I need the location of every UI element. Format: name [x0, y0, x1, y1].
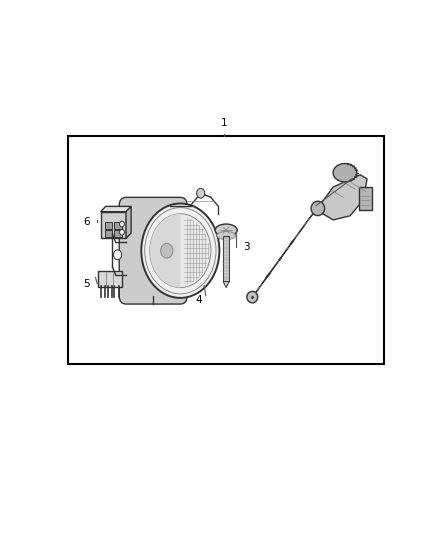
Circle shape [141, 204, 219, 298]
Text: 5: 5 [84, 279, 90, 288]
Polygon shape [250, 209, 316, 300]
Polygon shape [126, 206, 131, 238]
Text: 4: 4 [196, 295, 202, 305]
Circle shape [113, 250, 122, 260]
FancyBboxPatch shape [114, 222, 122, 229]
FancyBboxPatch shape [105, 230, 112, 237]
Polygon shape [223, 281, 229, 288]
Circle shape [120, 221, 124, 227]
Polygon shape [318, 175, 367, 220]
Circle shape [145, 207, 216, 294]
Polygon shape [101, 206, 131, 212]
FancyBboxPatch shape [114, 230, 122, 237]
Ellipse shape [311, 201, 325, 216]
Text: 6: 6 [84, 217, 90, 227]
FancyBboxPatch shape [105, 222, 112, 229]
Ellipse shape [217, 231, 236, 240]
Text: 3: 3 [243, 241, 250, 252]
Text: 1: 1 [221, 118, 228, 128]
FancyBboxPatch shape [119, 197, 187, 304]
FancyBboxPatch shape [359, 187, 372, 209]
Circle shape [161, 243, 173, 258]
Circle shape [120, 229, 124, 235]
Text: 2: 2 [321, 200, 328, 211]
Ellipse shape [333, 164, 357, 182]
Circle shape [197, 188, 205, 198]
FancyBboxPatch shape [101, 212, 126, 238]
FancyBboxPatch shape [98, 271, 122, 287]
Bar [223, 236, 229, 281]
Wedge shape [150, 214, 180, 288]
Ellipse shape [215, 224, 237, 236]
Circle shape [150, 214, 211, 288]
Ellipse shape [247, 292, 258, 303]
